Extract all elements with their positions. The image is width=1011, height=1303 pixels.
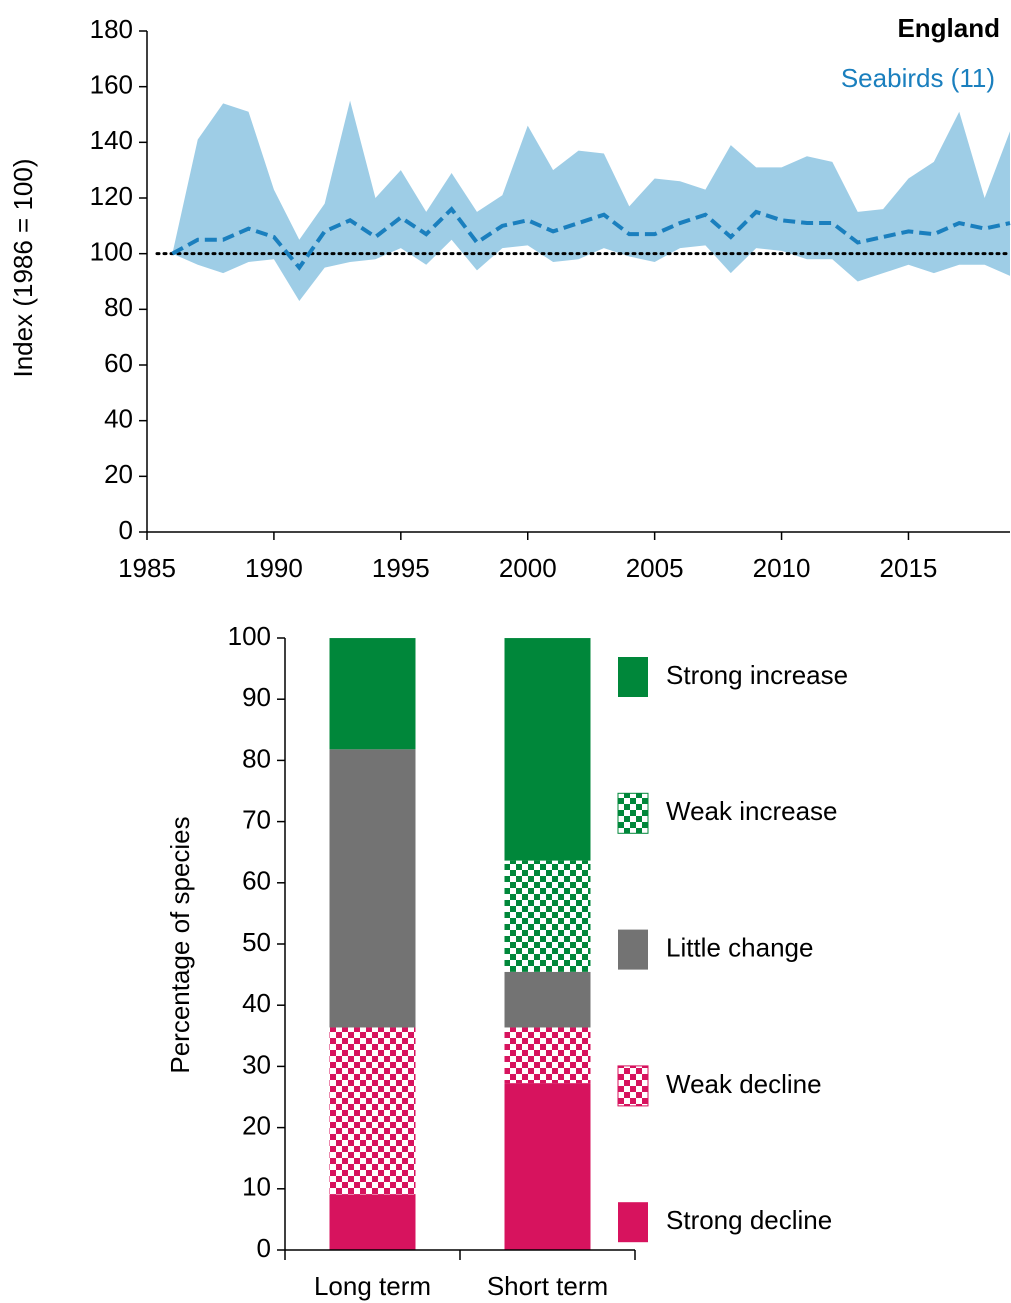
x-tick-label: Long term — [314, 1271, 431, 1301]
legend-label: Weak decline — [666, 1069, 822, 1099]
bar-segment — [504, 860, 591, 972]
y-axis-title: Percentage of species — [165, 816, 195, 1073]
bar-segment — [329, 1027, 416, 1195]
bar-segment — [329, 1194, 416, 1250]
y-tick-label: 70 — [242, 804, 271, 834]
legend-label: Weak increase — [666, 796, 838, 826]
x-tick-label: 2015 — [880, 553, 938, 583]
x-tick-label: 1985 — [118, 553, 176, 583]
legend-swatch — [617, 792, 649, 834]
legend-swatch — [618, 929, 648, 970]
x-tick-label: 2005 — [626, 553, 684, 583]
x-tick-label: 2010 — [753, 553, 811, 583]
x-tick-label: 1995 — [372, 553, 430, 583]
confidence-band — [172, 100, 1011, 301]
y-tick-label: 100 — [228, 621, 271, 651]
x-tick-label: Short term — [487, 1271, 608, 1301]
y-tick-label: 140 — [90, 125, 133, 155]
y-tick-label: 60 — [242, 866, 271, 896]
y-tick-label: 60 — [104, 348, 133, 378]
x-tick-label: 1990 — [245, 553, 303, 583]
bar-segment — [329, 749, 416, 1028]
y-tick-label: 40 — [242, 988, 271, 1018]
y-tick-label: 80 — [104, 292, 133, 322]
bar-segment — [504, 638, 591, 861]
y-axis-title: Index (1986 = 100) — [8, 159, 38, 378]
y-tick-label: 30 — [242, 1049, 271, 1079]
y-tick-label: 160 — [90, 70, 133, 100]
x-tick-label: 2000 — [499, 553, 557, 583]
y-tick-label: 40 — [104, 404, 133, 434]
legend-swatch — [618, 657, 648, 697]
y-tick-label: 20 — [104, 459, 133, 489]
y-tick-label: 0 — [119, 515, 133, 545]
legend-swatch — [618, 1202, 648, 1243]
y-tick-label: 180 — [90, 14, 133, 44]
y-tick-label: 100 — [90, 237, 133, 267]
bar-segment — [504, 1027, 591, 1084]
bar-segment — [329, 638, 416, 750]
y-tick-label: 10 — [242, 1172, 271, 1202]
bar-segment — [504, 971, 591, 1028]
y-tick-label: 20 — [242, 1110, 271, 1140]
legend-swatch — [617, 1065, 649, 1107]
chart-title: England — [897, 13, 1000, 43]
y-tick-label: 80 — [242, 743, 271, 773]
y-tick-label: 50 — [242, 927, 271, 957]
legend-label: Little change — [666, 932, 813, 962]
y-tick-label: 120 — [90, 181, 133, 211]
legend-label: Strong decline — [666, 1205, 832, 1235]
series-label: Seabirds (11) — [841, 63, 995, 93]
y-tick-label: 0 — [257, 1233, 271, 1263]
legend-label: Strong increase — [666, 660, 848, 690]
bar-segment — [504, 1083, 591, 1250]
series-line — [171, 206, 1011, 271]
y-tick-label: 90 — [242, 682, 271, 712]
